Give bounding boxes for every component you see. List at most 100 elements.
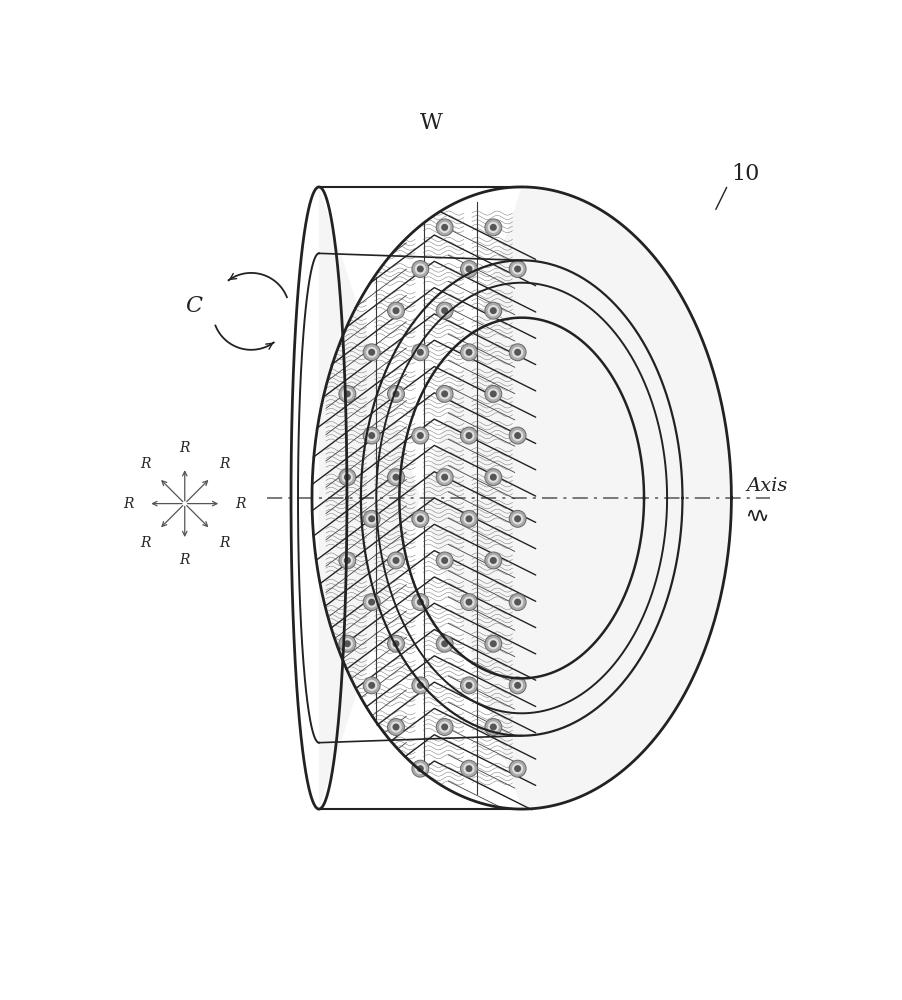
Text: 10: 10 <box>732 163 759 185</box>
Circle shape <box>510 345 525 360</box>
Text: Axis: Axis <box>746 477 787 495</box>
Circle shape <box>393 641 399 647</box>
Circle shape <box>369 683 374 688</box>
Circle shape <box>465 597 474 607</box>
Circle shape <box>512 514 522 524</box>
Circle shape <box>391 639 400 649</box>
Polygon shape <box>319 187 732 809</box>
Circle shape <box>461 761 476 776</box>
Polygon shape <box>312 187 521 809</box>
Circle shape <box>461 678 476 693</box>
Circle shape <box>485 636 501 651</box>
Text: R: R <box>140 457 151 471</box>
Circle shape <box>412 594 428 610</box>
Circle shape <box>515 683 520 688</box>
Circle shape <box>369 433 374 438</box>
Circle shape <box>485 719 501 735</box>
Circle shape <box>510 761 525 776</box>
Circle shape <box>367 514 376 524</box>
Circle shape <box>416 680 425 690</box>
Circle shape <box>485 553 501 568</box>
Circle shape <box>440 639 449 649</box>
Circle shape <box>364 594 380 610</box>
Circle shape <box>389 636 404 651</box>
Circle shape <box>393 558 399 563</box>
Text: R: R <box>235 497 246 511</box>
Circle shape <box>369 516 374 522</box>
Circle shape <box>488 306 498 316</box>
Circle shape <box>512 264 522 274</box>
Circle shape <box>391 306 400 316</box>
Circle shape <box>466 433 472 438</box>
Text: R: R <box>124 497 134 511</box>
Circle shape <box>416 347 425 357</box>
Circle shape <box>389 719 404 735</box>
Circle shape <box>485 303 501 318</box>
Circle shape <box>461 428 476 443</box>
Circle shape <box>389 553 404 568</box>
Circle shape <box>418 766 423 771</box>
Text: R: R <box>140 536 151 550</box>
Circle shape <box>512 597 522 607</box>
Circle shape <box>364 511 380 527</box>
Circle shape <box>440 722 449 732</box>
Circle shape <box>389 470 404 485</box>
Circle shape <box>465 264 474 274</box>
Circle shape <box>391 472 400 482</box>
Circle shape <box>466 766 472 771</box>
Circle shape <box>491 308 496 313</box>
Circle shape <box>340 470 355 485</box>
Circle shape <box>418 516 423 522</box>
Circle shape <box>440 472 449 482</box>
Circle shape <box>437 386 452 402</box>
Circle shape <box>515 516 520 522</box>
Circle shape <box>488 639 498 649</box>
Circle shape <box>437 303 452 318</box>
Circle shape <box>488 556 498 565</box>
Circle shape <box>389 386 404 402</box>
Circle shape <box>485 470 501 485</box>
Circle shape <box>437 553 452 568</box>
Circle shape <box>345 391 350 397</box>
Circle shape <box>416 514 425 524</box>
Circle shape <box>488 389 498 399</box>
Circle shape <box>442 724 447 730</box>
Circle shape <box>340 553 355 568</box>
Circle shape <box>442 558 447 563</box>
Circle shape <box>367 680 376 690</box>
Circle shape <box>412 678 428 693</box>
Circle shape <box>465 431 474 440</box>
Circle shape <box>391 556 400 565</box>
Circle shape <box>466 683 472 688</box>
Circle shape <box>437 470 452 485</box>
Circle shape <box>485 386 501 402</box>
Circle shape <box>442 225 447 230</box>
Text: R: R <box>179 441 190 455</box>
Circle shape <box>512 680 522 690</box>
Circle shape <box>515 433 520 438</box>
Circle shape <box>418 433 423 438</box>
Circle shape <box>364 678 380 693</box>
Circle shape <box>418 349 423 355</box>
Circle shape <box>485 220 501 235</box>
Circle shape <box>461 594 476 610</box>
Circle shape <box>393 391 399 397</box>
Circle shape <box>345 474 350 480</box>
Circle shape <box>515 599 520 605</box>
Circle shape <box>412 511 428 527</box>
Circle shape <box>461 511 476 527</box>
Circle shape <box>442 474 447 480</box>
Circle shape <box>491 724 496 730</box>
Circle shape <box>461 345 476 360</box>
Circle shape <box>393 474 399 480</box>
Circle shape <box>466 349 472 355</box>
Circle shape <box>364 345 380 360</box>
Circle shape <box>440 222 449 232</box>
Circle shape <box>442 308 447 313</box>
Circle shape <box>515 766 520 771</box>
Circle shape <box>345 558 350 563</box>
Circle shape <box>465 514 474 524</box>
Text: R: R <box>219 536 229 550</box>
Circle shape <box>345 641 350 647</box>
Circle shape <box>512 431 522 440</box>
